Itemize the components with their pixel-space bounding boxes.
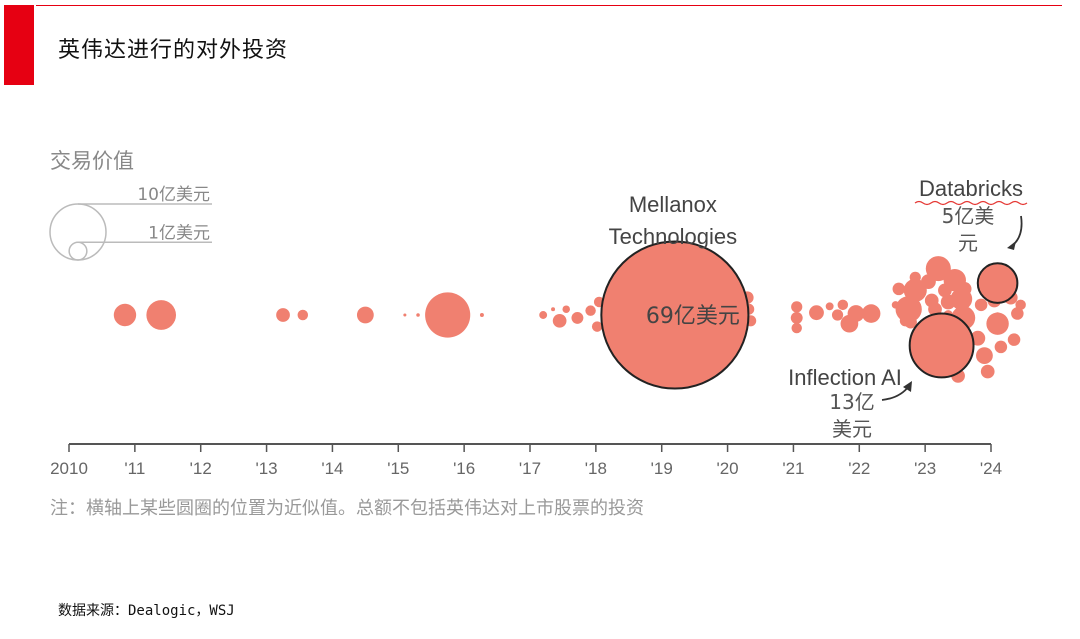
deal-bubble xyxy=(1007,333,1021,346)
deal-bubble xyxy=(980,364,995,379)
deal-bubble xyxy=(861,304,881,323)
source-note: 数据来源：Dealogic，WSJ xyxy=(58,603,235,619)
deal-bubble xyxy=(994,340,1008,354)
x-axis: 2010 '11 '12 '13 '14 '15 '16 '17 '18 '19 '20 '21 '22… xyxy=(50,443,1002,478)
databricks-underline xyxy=(914,200,1028,206)
x-tick-label: '16 xyxy=(453,459,475,478)
deal-bubble xyxy=(425,292,471,338)
deal-bubble xyxy=(847,305,865,322)
databricks-arrowhead xyxy=(1007,241,1016,250)
deal-bubble xyxy=(791,301,803,313)
size-label: 交易价值 xyxy=(50,149,134,173)
annotation-mellanox-name: Technologies xyxy=(609,224,737,249)
x-tick-label: 2010 xyxy=(50,459,88,478)
deal-bubble xyxy=(974,298,988,312)
x-tick-label: '21 xyxy=(782,459,804,478)
x-tick-label: '18 xyxy=(585,459,607,478)
top-rule xyxy=(36,5,1062,6)
annotation-databricks-value: 元 xyxy=(958,231,978,255)
deal-bubble xyxy=(297,309,309,321)
deal-bubble xyxy=(479,313,484,317)
x-tick-label: '12 xyxy=(190,459,212,478)
x-tick-label: '19 xyxy=(651,459,673,478)
annotation-mellanox-name: Mellanox xyxy=(629,192,717,217)
deal-bubble xyxy=(790,311,803,324)
deal-bubble xyxy=(925,256,951,282)
deal-bubble xyxy=(552,313,567,328)
deal-bubble xyxy=(562,305,570,313)
annotation-inflection-name: Inflection AI xyxy=(788,365,902,390)
x-tick-label: '15 xyxy=(387,459,409,478)
x-tick-label: '17 xyxy=(519,459,541,478)
chart-note: 注：横轴上某些圆圈的位置为近似值。总额不包括英伟达对上市股票的投资 xyxy=(50,498,644,519)
deal-bubble xyxy=(904,315,917,329)
deal-bubble xyxy=(571,311,584,324)
annotation-inflection-value: 13亿 xyxy=(829,390,874,414)
annotation-databricks-value: 5亿美 xyxy=(942,204,995,228)
legend-circle-1bn xyxy=(49,203,107,261)
x-tick-label: '20 xyxy=(716,459,738,478)
annotation-inflection-value: 美元 xyxy=(832,417,872,441)
legend-circle-100m xyxy=(68,241,88,261)
deal-bubble xyxy=(831,309,844,321)
deal-bubble xyxy=(416,313,420,317)
legend-label-1bn: 10亿美元 xyxy=(137,185,210,205)
deal-bubble xyxy=(1015,299,1026,311)
deal-bubble xyxy=(809,305,824,321)
highlight-bubble xyxy=(600,240,750,390)
annotation-databricks-name: Databricks xyxy=(919,176,1023,201)
accent-bar xyxy=(4,5,34,85)
deal-bubble xyxy=(976,347,993,364)
highlight-bubble xyxy=(908,312,975,379)
deal-bubble xyxy=(551,307,556,312)
deal-bubble xyxy=(892,282,906,296)
deal-bubble xyxy=(957,282,972,296)
x-tick-label: '24 xyxy=(980,459,1002,478)
x-tick-label: '22 xyxy=(848,459,870,478)
inflection-arrowhead xyxy=(903,381,912,392)
size-legend: 交易价值 10亿美元 1亿美元 xyxy=(49,149,212,261)
deal-bubble xyxy=(825,302,834,311)
deal-bubble xyxy=(585,305,596,316)
deal-bubble xyxy=(113,303,137,327)
page-title: 英伟达进行的对外投资 xyxy=(58,38,289,63)
deal-bubble xyxy=(539,311,548,319)
x-tick-label: '14 xyxy=(321,459,343,478)
bubble-chart: 交易价值 10亿美元 1亿美元 2010 '11 '12 '13 '14 '15 '16 '1… xyxy=(49,149,1028,519)
x-tick-label: '11 xyxy=(124,459,145,478)
deal-bubble xyxy=(1011,307,1024,320)
databricks-arrow xyxy=(1011,215,1023,247)
annotation-mellanox-value: 69亿美元 xyxy=(646,304,740,329)
deal-bubble xyxy=(895,296,922,323)
deal-bubble xyxy=(403,313,407,317)
deal-bubble xyxy=(837,299,849,311)
bubbles xyxy=(113,240,1026,390)
deal-bubble xyxy=(276,308,290,322)
deal-bubble xyxy=(791,322,802,334)
deal-bubble xyxy=(356,306,374,324)
deal-bubble xyxy=(986,312,1009,335)
deal-bubble xyxy=(591,321,603,332)
x-tick-label: '23 xyxy=(914,459,936,478)
deal-bubble xyxy=(903,278,927,302)
x-tick-label: '13 xyxy=(255,459,277,478)
deal-bubble xyxy=(909,271,921,283)
legend-label-100m: 1亿美元 xyxy=(148,223,210,243)
highlight-bubble xyxy=(976,262,1019,304)
deal-bubble xyxy=(146,300,177,330)
